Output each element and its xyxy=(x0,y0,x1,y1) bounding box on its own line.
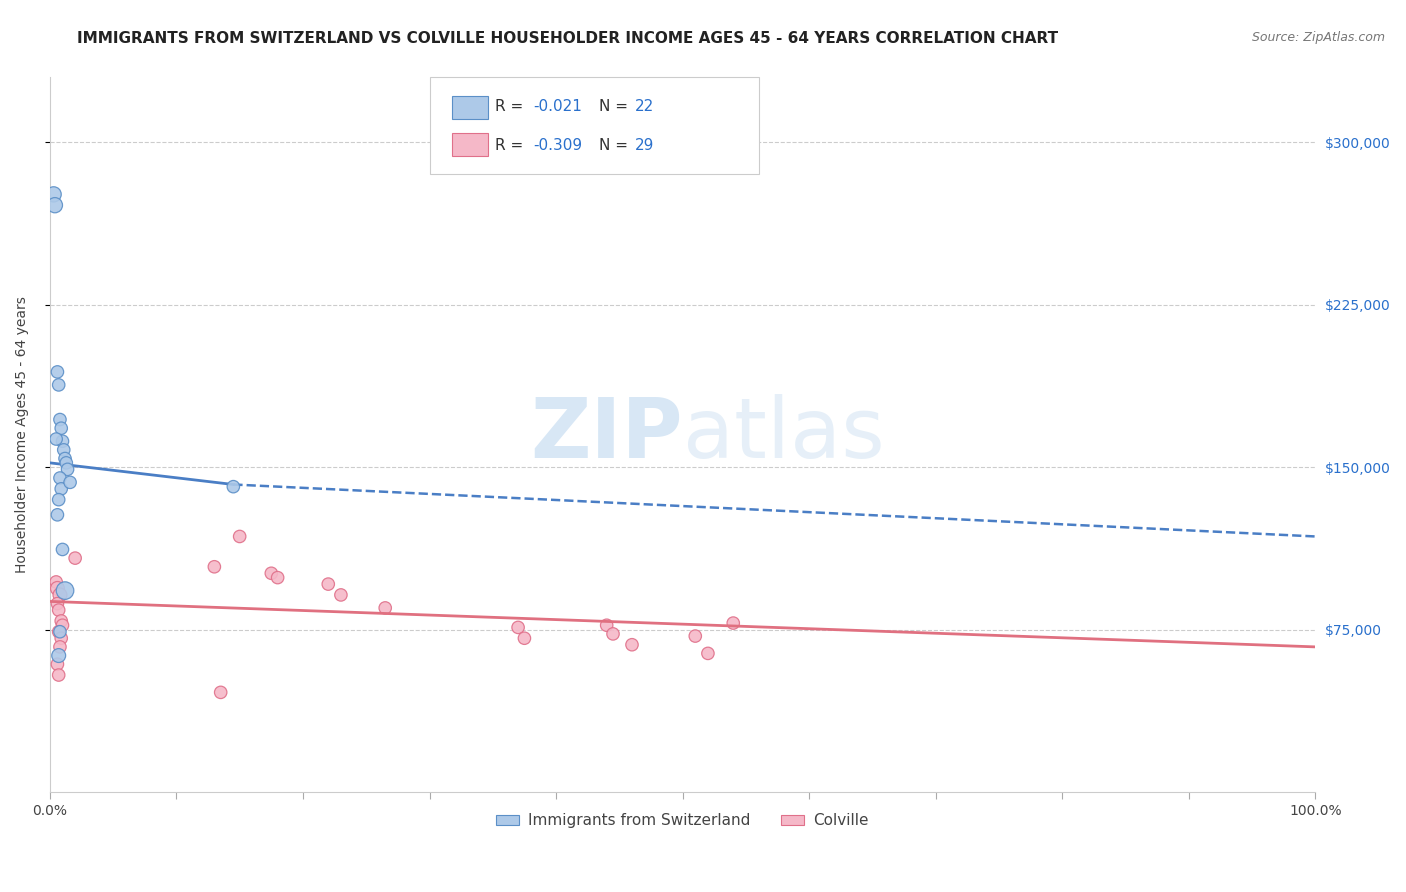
Text: R =: R = xyxy=(495,98,529,113)
Point xyxy=(374,601,396,615)
Legend: Immigrants from Switzerland, Colville: Immigrants from Switzerland, Colville xyxy=(491,807,875,834)
Text: -0.021: -0.021 xyxy=(533,98,582,113)
Point xyxy=(48,624,70,639)
Text: Source: ZipAtlas.com: Source: ZipAtlas.com xyxy=(1251,31,1385,45)
Point xyxy=(329,588,352,602)
Y-axis label: Householder Income Ages 45 - 64 years: Householder Income Ages 45 - 64 years xyxy=(15,296,30,574)
Point xyxy=(48,668,70,682)
Point xyxy=(51,434,73,449)
Point xyxy=(723,616,745,631)
Point xyxy=(48,378,70,392)
Point xyxy=(209,685,232,699)
Point xyxy=(685,629,707,643)
Bar xyxy=(453,133,488,156)
Point xyxy=(46,657,69,672)
Point xyxy=(42,187,65,202)
Point xyxy=(52,442,75,457)
Point xyxy=(222,480,245,494)
Point xyxy=(506,620,529,634)
Point xyxy=(202,559,225,574)
FancyBboxPatch shape xyxy=(429,78,759,174)
Point xyxy=(51,618,73,632)
Point xyxy=(45,432,67,446)
Point xyxy=(48,648,70,663)
Point xyxy=(51,542,73,557)
Point xyxy=(49,640,72,654)
Point xyxy=(228,529,250,543)
Point xyxy=(595,618,617,632)
Point xyxy=(51,632,73,646)
Point xyxy=(56,462,79,476)
Text: -0.309: -0.309 xyxy=(533,138,582,153)
Point xyxy=(46,508,69,522)
Text: N =: N = xyxy=(599,138,633,153)
Point xyxy=(53,583,76,598)
Point xyxy=(266,571,288,585)
Point xyxy=(46,597,69,611)
Point xyxy=(59,475,82,490)
Text: ZIP: ZIP xyxy=(530,394,683,475)
Point xyxy=(49,412,72,426)
Point xyxy=(51,614,73,628)
Point xyxy=(46,582,69,596)
Point xyxy=(697,646,720,660)
Text: N =: N = xyxy=(599,98,633,113)
Point xyxy=(44,198,66,212)
Text: IMMIGRANTS FROM SWITZERLAND VS COLVILLE HOUSEHOLDER INCOME AGES 45 - 64 YEARS CO: IMMIGRANTS FROM SWITZERLAND VS COLVILLE … xyxy=(77,31,1059,46)
Point xyxy=(260,566,283,581)
Text: 22: 22 xyxy=(634,98,654,113)
Point xyxy=(45,574,67,589)
Point xyxy=(48,492,70,507)
Point xyxy=(53,451,76,466)
Point xyxy=(55,456,77,470)
Point xyxy=(48,603,70,617)
Bar xyxy=(453,96,488,119)
Point xyxy=(49,624,72,639)
Point xyxy=(49,471,72,485)
Point xyxy=(46,365,69,379)
Point xyxy=(513,632,536,646)
Point xyxy=(620,638,643,652)
Text: atlas: atlas xyxy=(683,394,884,475)
Point xyxy=(316,577,339,591)
Point xyxy=(63,551,86,566)
Text: R =: R = xyxy=(495,138,529,153)
Point xyxy=(51,421,73,435)
Point xyxy=(51,482,73,496)
Point xyxy=(602,627,624,641)
Text: 29: 29 xyxy=(634,138,654,153)
Point xyxy=(49,588,72,602)
